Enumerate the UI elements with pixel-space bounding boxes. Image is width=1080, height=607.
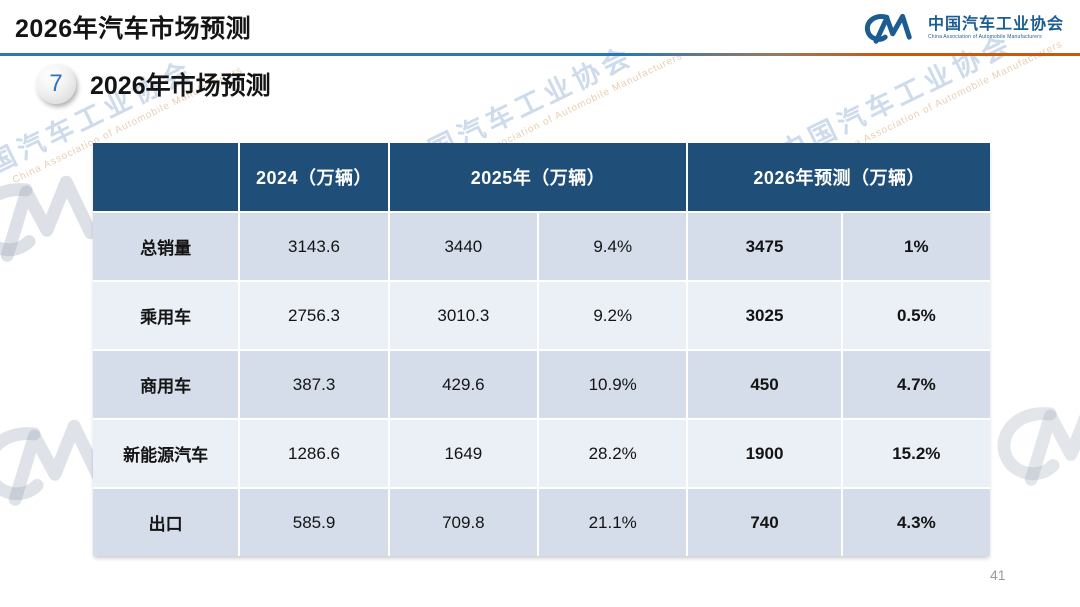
growth-2026: 4.3% [842, 489, 990, 556]
value-2025: 709.8 [389, 489, 538, 556]
forecast-2026: 1900 [688, 420, 841, 487]
value-2024: 3143.6 [240, 213, 388, 280]
forecast-2026: 3475 [688, 213, 841, 280]
forecast-2026: 740 [688, 489, 841, 556]
section-number-badge: 7 [36, 64, 76, 104]
header-2026-forecast: 2026年预测（万辆） [688, 143, 990, 211]
row-label: 总销量 [93, 213, 239, 280]
growth-2026: 1% [842, 213, 990, 280]
watermark-cm-logo [984, 382, 1080, 503]
growth-2025: 9.4% [539, 213, 687, 280]
page-number: 41 [990, 567, 1006, 583]
value-2025: 3010.3 [389, 282, 538, 349]
value-2025: 1649 [389, 420, 538, 487]
row-label: 商用车 [93, 351, 239, 418]
value-2025: 429.6 [389, 351, 538, 418]
forecast-2026: 450 [688, 351, 841, 418]
organization-logo: 中国汽车工业协会 China Association of Automobile… [862, 11, 1064, 45]
value-2024: 2756.3 [240, 282, 388, 349]
value-2024: 1286.6 [240, 420, 388, 487]
logo-name-en: China Association of Automobile Manufact… [927, 33, 1042, 40]
logo-name-cn: 中国汽车工业协会 [927, 16, 1064, 34]
corner-header-cell [93, 143, 239, 211]
row-label: 出口 [93, 489, 239, 556]
header-divider-line [0, 53, 1080, 56]
logo-text: 中国汽车工业协会 China Association of Automobile… [928, 16, 1064, 40]
forecast-2026: 3025 [688, 282, 841, 349]
value-2025: 3440 [389, 213, 538, 280]
growth-2026: 15.2% [842, 420, 990, 487]
header-2024: 2024（万辆） [240, 143, 388, 211]
row-label: 新能源汽车 [93, 420, 239, 487]
section-title: 2026年市场预测 [90, 72, 271, 100]
value-2024: 387.3 [240, 351, 388, 418]
header-2025: 2025年（万辆） [389, 143, 687, 211]
cm-logo-icon [864, 13, 912, 44]
growth-2025: 21.1% [539, 489, 687, 556]
slide-title: 2026年汽车市场预测 [15, 15, 252, 43]
growth-2026: 4.7% [842, 351, 990, 418]
value-2024: 585.9 [240, 489, 388, 556]
growth-2025: 9.2% [539, 282, 687, 349]
growth-2025: 10.9% [539, 351, 687, 418]
forecast-table: 2024（万辆） 2025年（万辆） 2026年预测（万辆） 总销量 3143.6… [93, 143, 990, 556]
row-label: 乘用车 [93, 282, 239, 349]
growth-2026: 0.5% [842, 282, 990, 349]
section-heading: 7 2026年市场预测 [36, 64, 271, 104]
growth-2025: 28.2% [539, 420, 687, 487]
